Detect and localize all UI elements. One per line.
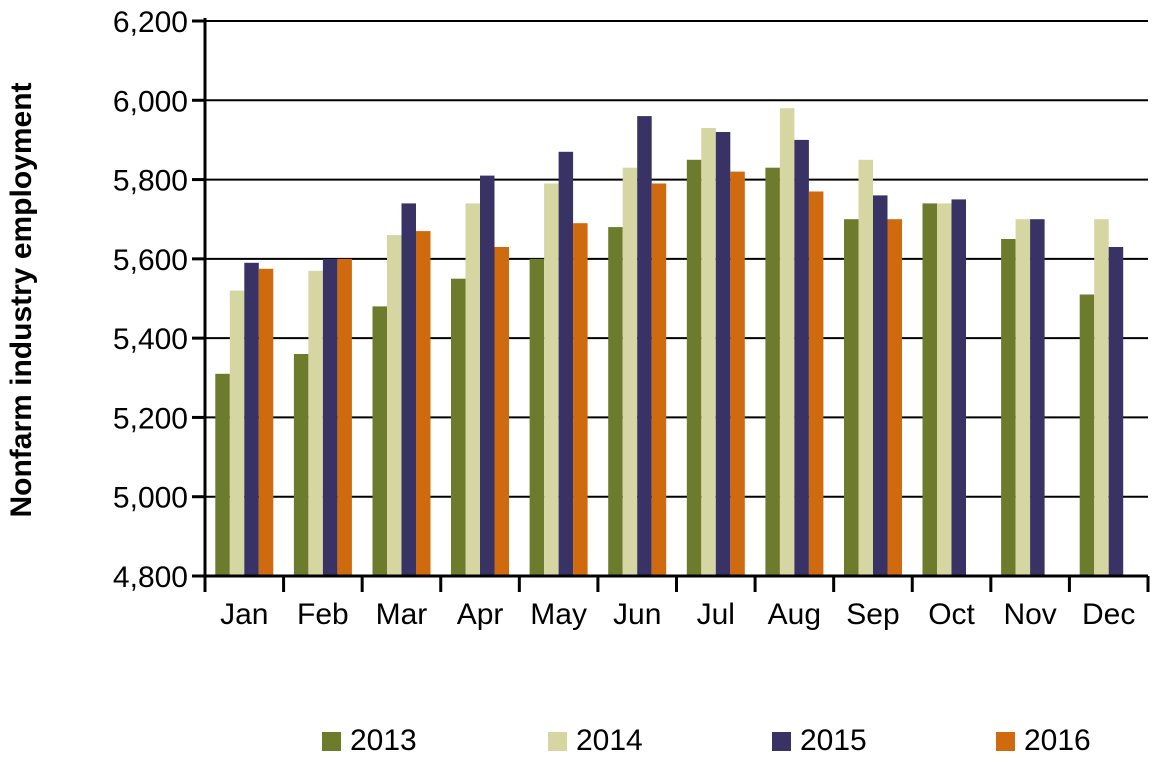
x-tick-label-May: May xyxy=(530,598,587,631)
x-tick-label-Oct: Oct xyxy=(928,598,975,631)
bar-2014-Jan xyxy=(229,290,245,576)
x-tick-label-Feb: Feb xyxy=(297,598,349,631)
x-tick-label-Apr: Apr xyxy=(457,598,504,631)
bar-2013-Dec xyxy=(1079,294,1095,576)
bar-2016-Feb xyxy=(337,258,352,576)
y-tick-label: 4,800 xyxy=(113,561,188,594)
bar-2015-Jun xyxy=(637,116,652,576)
bar-2014-Sep xyxy=(858,159,873,577)
legend-swatch-icon xyxy=(772,731,791,751)
y-tick-label: 5,600 xyxy=(113,244,188,277)
plot-area: 4,800 5,000 5,200 5,400 5,600 5,800 6,000 6,200… xyxy=(113,6,1150,631)
bar-2015-Jul xyxy=(715,132,731,576)
x-tick-label-Jun: Jun xyxy=(613,598,661,631)
legend-swatch-icon xyxy=(996,731,1015,751)
bar-2015-Apr xyxy=(480,175,495,576)
bar-2016-Jun xyxy=(651,183,667,576)
bar-2014-Jun xyxy=(622,167,638,576)
bar-2013-Aug xyxy=(765,167,780,576)
bar-2013-Mar xyxy=(372,306,387,576)
bar-2013-Jul xyxy=(686,159,702,577)
bar-2016-Aug xyxy=(808,191,824,576)
bar-2015-Nov xyxy=(1030,219,1045,576)
bar-2013-Jan xyxy=(215,373,230,576)
legend-label: 2014 xyxy=(576,724,643,757)
y-tick-label: 6,000 xyxy=(113,85,188,118)
bar-2015-Mar xyxy=(401,203,416,576)
bar-2014-Aug xyxy=(779,108,795,576)
bar-2014-Oct xyxy=(937,203,952,576)
bar-2016-Apr xyxy=(494,247,509,576)
bar-2013-Oct xyxy=(922,203,937,576)
bar-2015-Aug xyxy=(794,139,809,576)
bar-2015-Feb xyxy=(322,258,338,576)
legend-item-2016: 2016 xyxy=(996,726,1091,756)
legend-label: 2016 xyxy=(1024,724,1091,757)
x-tick-label-Aug: Aug xyxy=(768,598,821,631)
bar-2014-Jul xyxy=(701,128,716,576)
legend-label: 2015 xyxy=(800,724,867,757)
x-tick-label-Mar: Mar xyxy=(376,598,428,631)
bar-2013-Apr xyxy=(451,278,466,576)
x-tick-label-Jan: Jan xyxy=(220,598,268,631)
bar-2016-Jan xyxy=(258,268,274,576)
bar-2015-May xyxy=(558,151,574,577)
legend-swatch-icon xyxy=(322,731,341,751)
x-tick-label-Dec: Dec xyxy=(1082,598,1135,631)
bar-2016-Mar xyxy=(416,231,431,576)
bar-2013-Nov xyxy=(1001,239,1016,576)
bar-2015-Oct xyxy=(951,199,966,576)
y-tick-label: 5,800 xyxy=(113,165,188,198)
bar-2014-Apr xyxy=(465,203,480,576)
bar-2014-Nov xyxy=(1015,219,1031,576)
y-tick-label: 5,200 xyxy=(113,402,188,435)
bar-2014-Mar xyxy=(387,235,402,576)
bar-2016-Sep xyxy=(887,219,902,576)
legend-item-2015: 2015 xyxy=(772,726,867,756)
x-tick-label-Jul: Jul xyxy=(697,598,735,631)
y-tick-label: 5,400 xyxy=(113,323,188,356)
legend-label: 2013 xyxy=(350,724,417,757)
bar-2015-Sep xyxy=(873,195,888,576)
bar-2014-Dec xyxy=(1094,219,1109,576)
y-tick-label: 6,200 xyxy=(113,6,188,39)
bar-2016-Jul xyxy=(730,171,745,576)
legend-item-2014: 2014 xyxy=(548,726,643,756)
y-tick-label: 5,000 xyxy=(113,482,188,515)
bar-2013-Feb xyxy=(293,354,309,576)
bar-2015-Jan xyxy=(244,262,259,576)
bar-2013-May xyxy=(529,258,545,576)
bar-2015-Dec xyxy=(1108,247,1124,576)
x-tick-label-Nov: Nov xyxy=(1003,598,1056,631)
bar-2016-May xyxy=(573,223,588,576)
legend-item-2013: 2013 xyxy=(322,726,417,756)
bar-2014-May xyxy=(544,183,559,576)
bar-2014-Feb xyxy=(308,270,323,577)
bar-2013-Sep xyxy=(844,219,859,576)
bar-2013-Jun xyxy=(608,227,623,576)
legend-swatch-icon xyxy=(548,731,567,751)
x-tick-label-Sep: Sep xyxy=(846,598,899,631)
